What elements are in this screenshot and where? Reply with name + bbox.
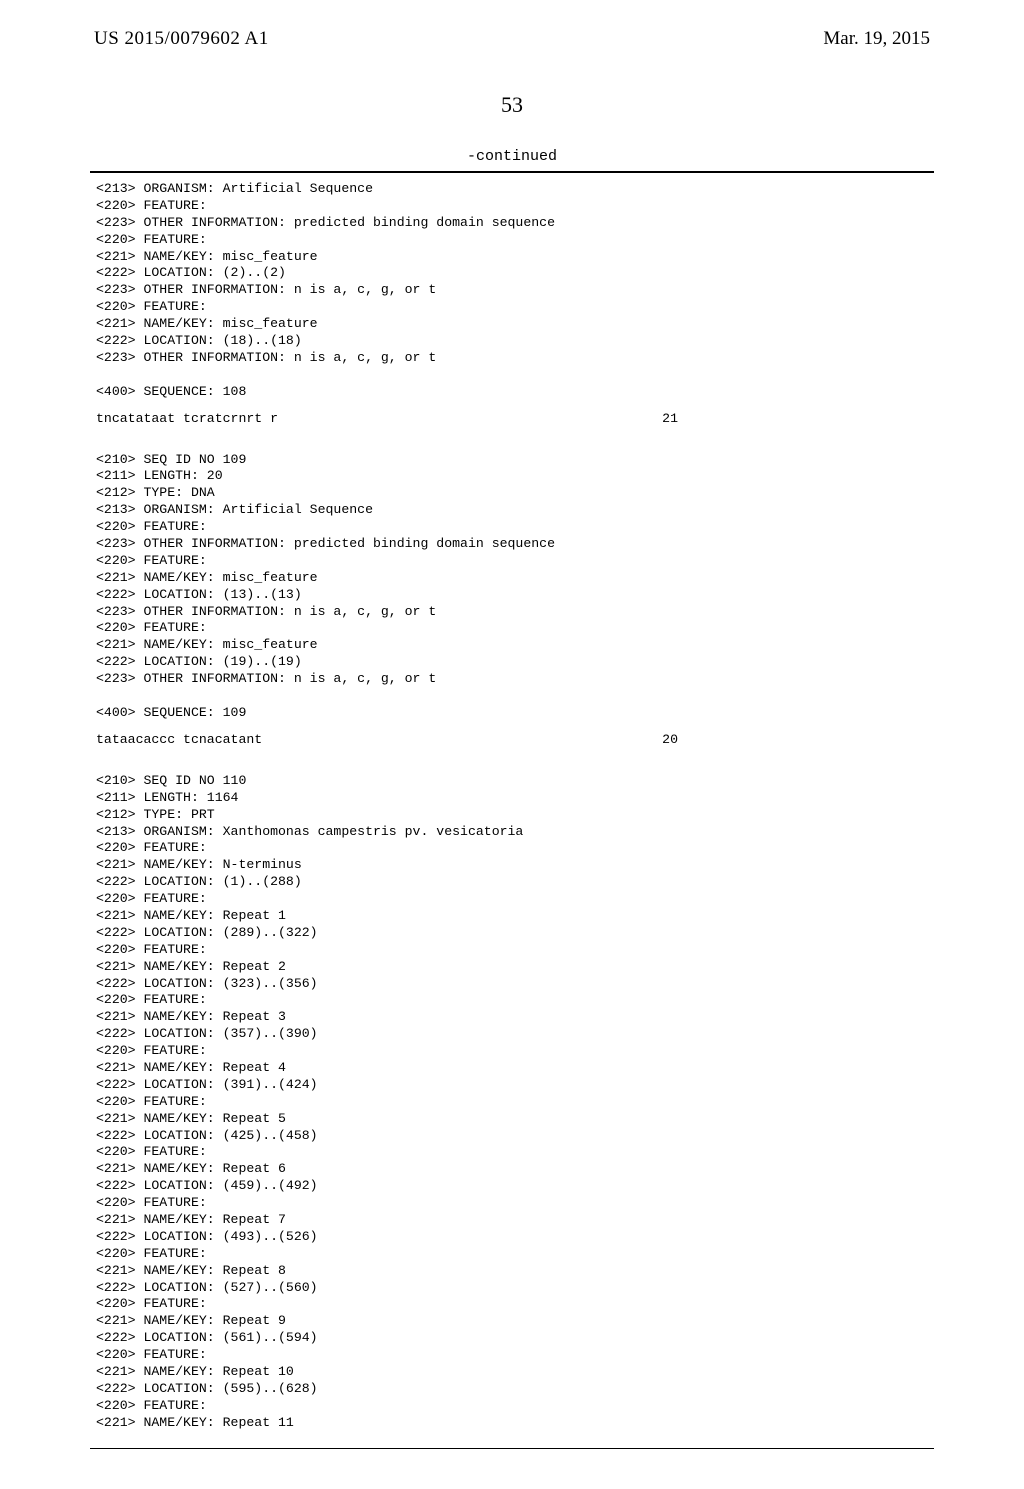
- continued-label: -continued: [90, 148, 934, 165]
- sequence-109-length: 20: [662, 732, 928, 747]
- sequence-block-110-meta: <210> SEQ ID NO 110 <211> LENGTH: 1164 <…: [90, 771, 934, 1442]
- divider-bottom: [90, 1448, 934, 1449]
- sequence-109-row: tataacaccc tcnacatant 20: [90, 732, 934, 747]
- sequence-block-108-meta: <213> ORGANISM: Artificial Sequence <220…: [90, 179, 934, 411]
- page-header: US 2015/0079602 A1 Mar. 19, 2015: [90, 28, 934, 50]
- sequence-109-text: tataacaccc tcnacatant: [96, 732, 262, 747]
- publication-date: Mar. 19, 2015: [823, 28, 930, 50]
- sequence-108-row: tncatataat tcratcrnrt r 21: [90, 411, 934, 426]
- sequence-108-length: 21: [662, 411, 928, 426]
- publication-number: US 2015/0079602 A1: [94, 28, 269, 50]
- page: US 2015/0079602 A1 Mar. 19, 2015 53 -con…: [0, 0, 1024, 1489]
- sequence-108-text: tncatataat tcratcrnrt r: [96, 411, 278, 426]
- divider-top: [90, 171, 934, 173]
- page-number: 53: [90, 92, 934, 118]
- sequence-block-109-meta: <210> SEQ ID NO 109 <211> LENGTH: 20 <21…: [90, 450, 934, 732]
